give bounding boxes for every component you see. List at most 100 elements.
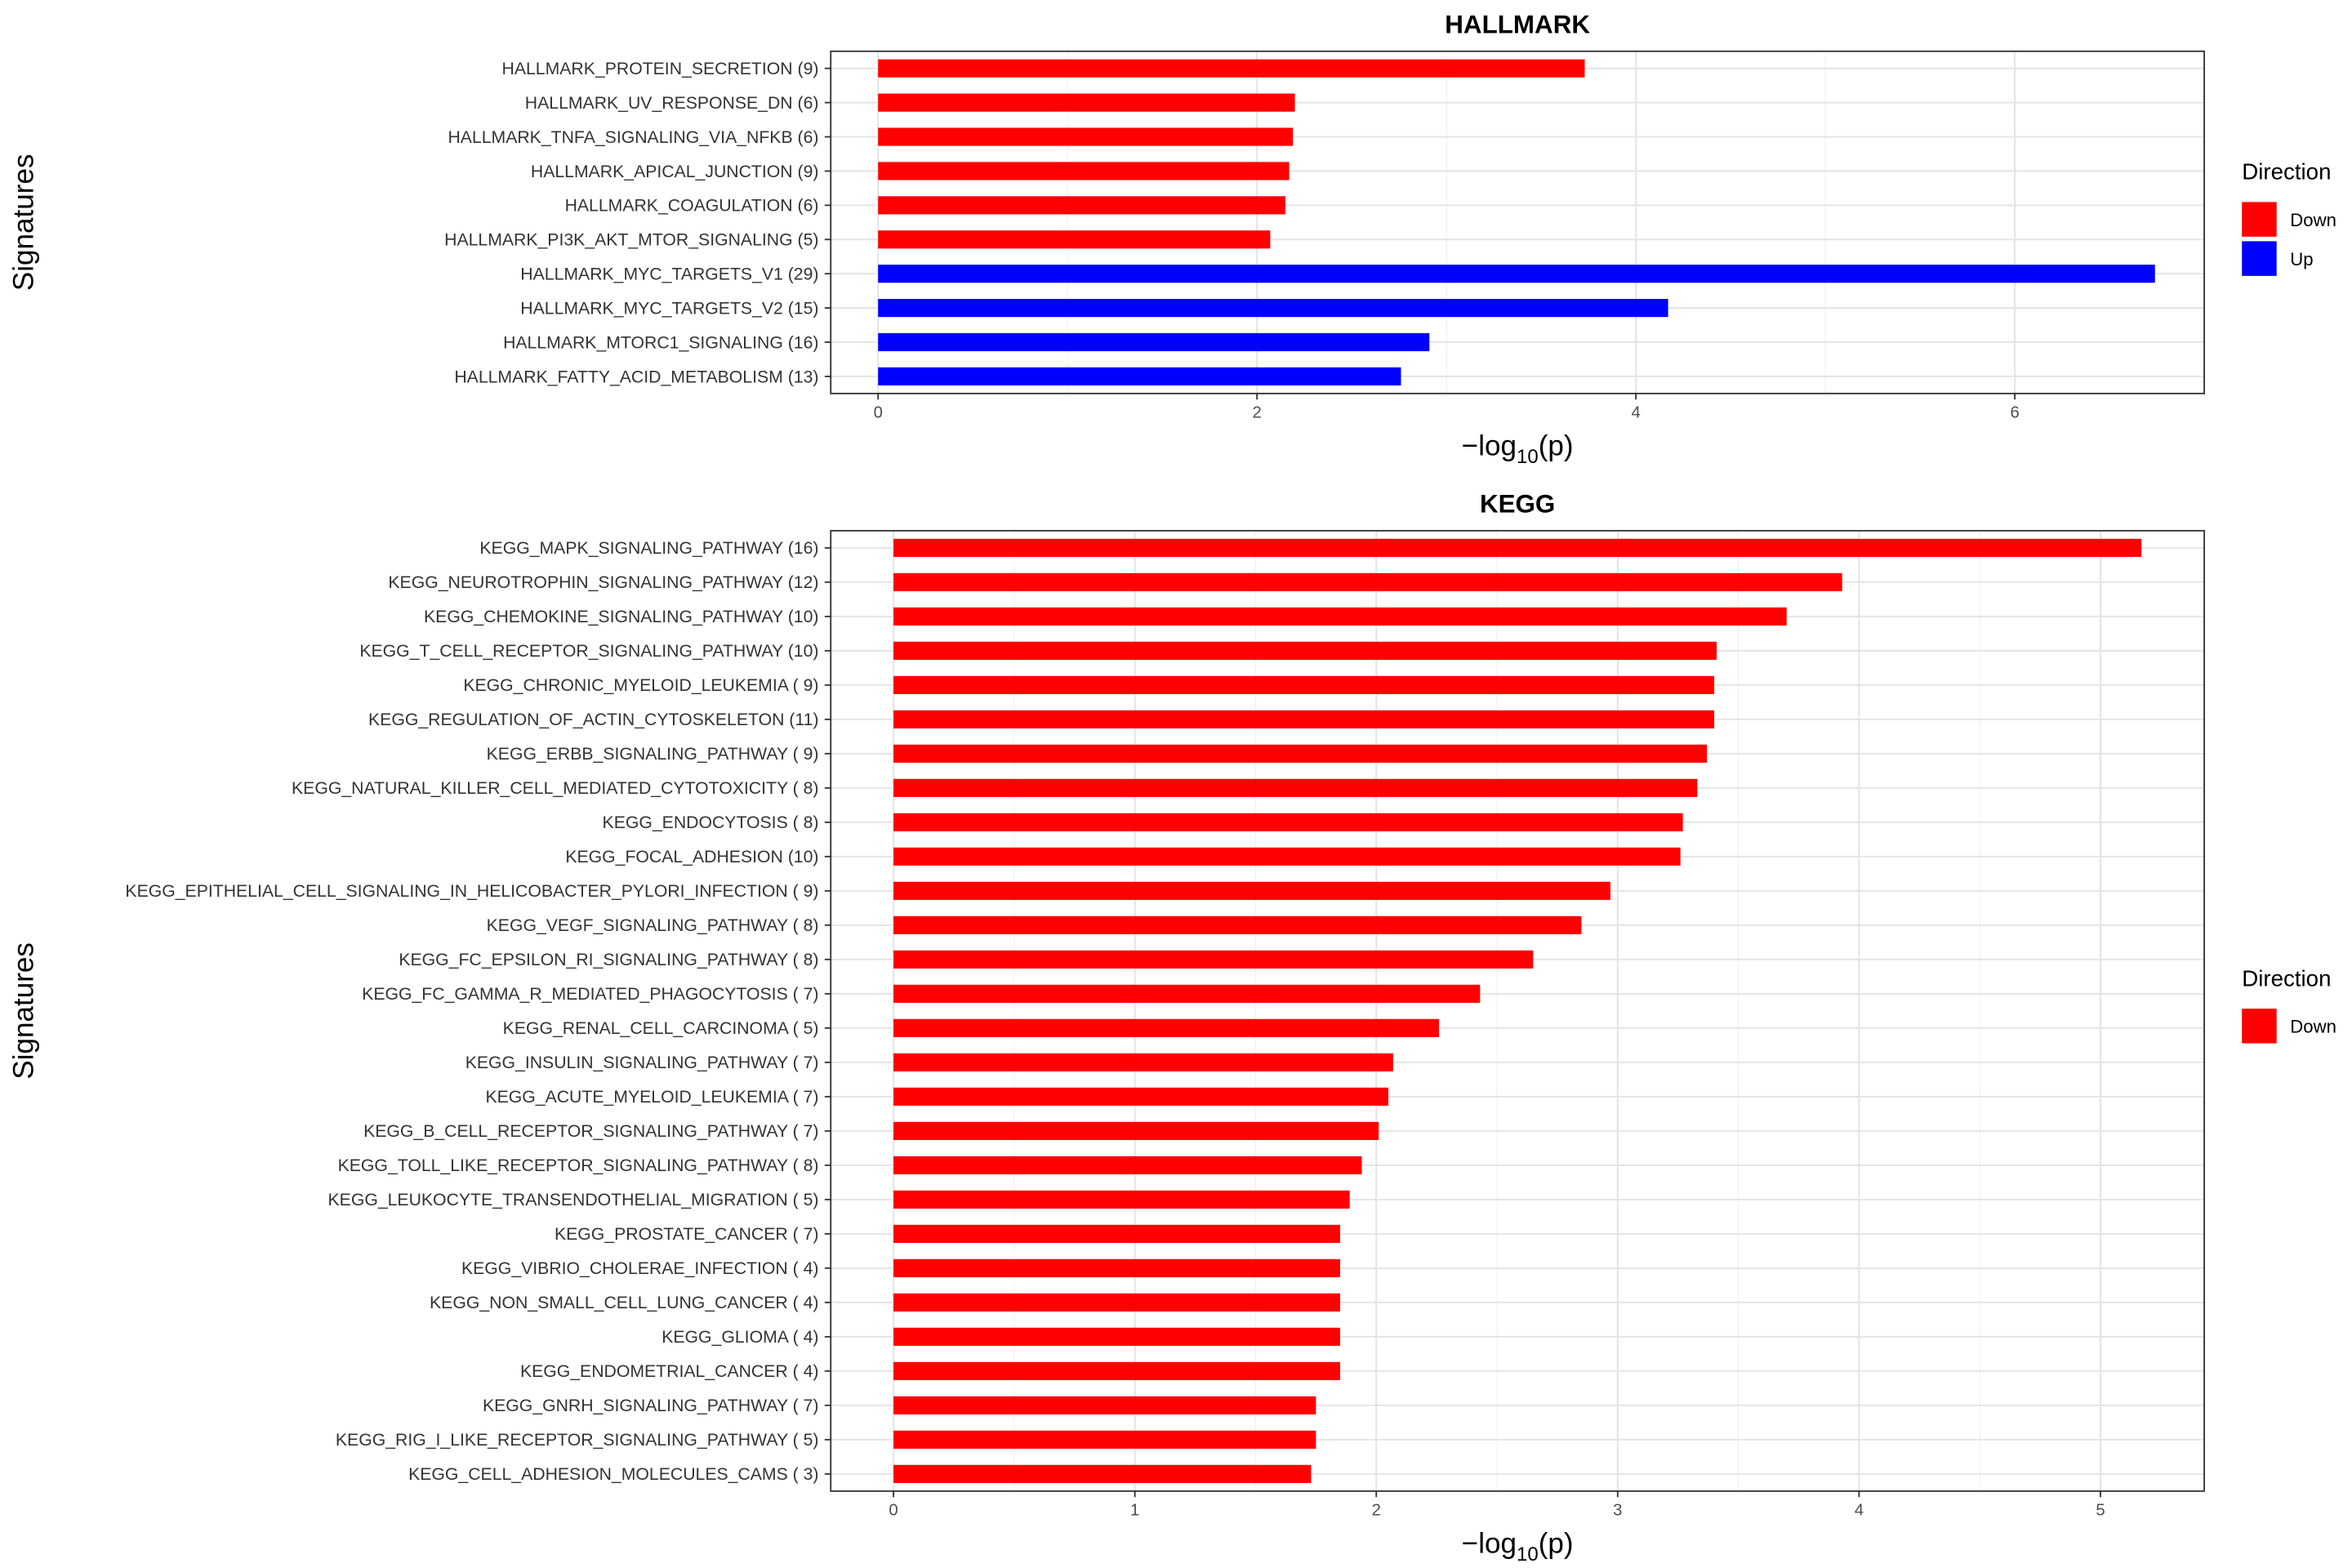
legend-title: Direction <box>2242 159 2331 185</box>
bar <box>878 332 1430 352</box>
y-tick-label: KEGG_NON_SMALL_CELL_LUNG_CANCER ( 4) <box>430 1294 818 1312</box>
chart-title: KEGG <box>1480 490 1555 519</box>
bar <box>893 1156 1362 1174</box>
y-tick-label: HALLMARK_FATTY_ACID_METABOLISM (13) <box>454 368 818 386</box>
legend-label: Down <box>2290 210 2336 230</box>
bar <box>893 847 1681 866</box>
legend-label: Up <box>2290 249 2313 270</box>
panel-border <box>830 50 2205 394</box>
bar <box>893 1258 1340 1277</box>
y-tick-label: KEGG_ACUTE_MYELOID_LEUKEMIA ( 7) <box>485 1088 818 1107</box>
x-axis-title: −log10(p) <box>1462 1528 1574 1566</box>
y-tick-label: HALLMARK_MYC_TARGETS_V2 (15) <box>520 299 818 318</box>
bar <box>893 710 1715 728</box>
y-tick-label: KEGG_RIG_I_LIKE_RECEPTOR_SIGNALING_PATHW… <box>336 1431 819 1450</box>
y-tick-label: KEGG_ENDOMETRIAL_CANCER ( 4) <box>520 1362 819 1381</box>
y-tick-label: KEGG_GLIOMA ( 4) <box>662 1328 818 1347</box>
bar <box>893 1361 1340 1380</box>
y-tick-label: KEGG_RENAL_CELL_CARCINOMA ( 5) <box>503 1019 819 1038</box>
y-tick-label: HALLMARK_APICAL_JUNCTION (9) <box>531 163 819 181</box>
legend-swatch <box>2242 202 2277 237</box>
bar <box>893 1293 1340 1312</box>
bar <box>893 675 1715 694</box>
y-tick-label: KEGG_CELL_ADHESION_MOLECULES_CAMS ( 3) <box>408 1465 818 1484</box>
y-tick-label: HALLMARK_MYC_TARGETS_V1 (29) <box>520 265 818 284</box>
bar <box>878 230 1271 249</box>
y-tick-label: HALLMARK_MTORC1_SIGNALING (16) <box>503 333 818 352</box>
bar <box>878 127 1294 146</box>
y-tick-label: KEGG_VIBRIO_CHOLERAE_INFECTION ( 4) <box>461 1259 818 1278</box>
bar <box>878 162 1290 180</box>
legend: Direction Down Up <box>2242 159 2336 276</box>
bar <box>893 1121 1379 1140</box>
y-tick-label: HALLMARK_TNFA_SIGNALING_VIA_NFKB (6) <box>448 128 818 147</box>
y-tick-label: KEGG_FOCAL_ADHESION (10) <box>565 848 818 866</box>
bar <box>893 1327 1340 1346</box>
y-tick-label: KEGG_ENDOCYTOSIS ( 8) <box>603 813 819 832</box>
bar <box>893 950 1534 969</box>
y-tick-label: KEGG_EPITHELIAL_CELL_SIGNALING_IN_HELICO… <box>125 882 818 901</box>
x-tick-label: 4 <box>1631 403 1640 421</box>
bar <box>878 196 1285 215</box>
bar <box>878 93 1295 112</box>
y-tick-label: KEGG_REGULATION_OF_ACTIN_CYTOSKELETON (1… <box>368 710 818 729</box>
y-tick-label: HALLMARK_PI3K_AKT_MTOR_SIGNALING (5) <box>444 231 818 250</box>
y-tick-label: KEGG_B_CELL_RECEPTOR_SIGNALING_PATHWAY (… <box>363 1122 818 1141</box>
y-tick-label: KEGG_LEUKOCYTE_TRANSENDOTHELIAL_MIGRATIO… <box>328 1191 819 1209</box>
kegg-panel: KEGG_MAPK_SIGNALING_PATHWAY (16) KEGG_NEU… <box>8 490 2336 1566</box>
x-tick-label: 2 <box>1253 403 1262 421</box>
bar <box>893 607 1787 626</box>
bar <box>878 59 1585 78</box>
bar <box>893 1224 1340 1243</box>
legend-title: Direction <box>2242 965 2331 991</box>
x-tick-label: 0 <box>874 403 883 421</box>
x-tick-label: 2 <box>1372 1501 1381 1519</box>
y-axis-title: Signatures <box>8 942 40 1080</box>
x-axis-title: −log10(p) <box>1462 430 1574 468</box>
x-tick-label: 4 <box>1855 1501 1864 1519</box>
y-tick-label: KEGG_NATURAL_KILLER_CELL_MEDIATED_CYTOTO… <box>292 779 818 798</box>
y-tick-label: KEGG_CHEMOKINE_SIGNALING_PATHWAY (10) <box>424 608 818 626</box>
bar <box>893 813 1683 831</box>
y-tick-label: HALLMARK_UV_RESPONSE_DN (6) <box>525 94 819 113</box>
bar <box>893 1464 1312 1483</box>
bar <box>878 367 1401 385</box>
y-axis-title: Signatures <box>8 154 40 291</box>
bar <box>893 1053 1393 1071</box>
legend-swatch <box>2242 1009 2277 1044</box>
legend-swatch <box>2242 241 2277 276</box>
y-tick-label: HALLMARK_PROTEIN_SECRETION (9) <box>502 60 819 78</box>
bar <box>893 1087 1389 1106</box>
bar <box>893 1430 1316 1449</box>
legend: Direction Down <box>2242 965 2336 1044</box>
panel-border <box>830 529 2205 1492</box>
y-tick-label: KEGG_T_CELL_RECEPTOR_SIGNALING_PATHWAY (… <box>359 642 818 661</box>
bar <box>893 538 2142 557</box>
bar <box>893 572 1842 591</box>
hallmark-panel: HALLMARK_PROTEIN_SECRETION (9) HALLMARK_U… <box>8 11 2336 468</box>
chart-title: HALLMARK <box>1445 11 1590 39</box>
y-tick-label: KEGG_MAPK_SIGNALING_PATHWAY (16) <box>479 539 818 558</box>
y-tick-label: KEGG_TOLL_LIKE_RECEPTOR_SIGNALING_PATHWA… <box>338 1156 819 1175</box>
y-tick-label: KEGG_GNRH_SIGNALING_PATHWAY ( 7) <box>483 1396 819 1415</box>
bar <box>893 915 1582 934</box>
bar <box>878 299 1668 318</box>
bar <box>878 265 2155 283</box>
y-tick-label: KEGG_FC_EPSILON_RI_SIGNALING_PATHWAY ( 8… <box>399 951 818 969</box>
y-tick-label: KEGG_CHRONIC_MYELOID_LEUKEMIA ( 9) <box>463 676 818 695</box>
x-tick-label: 3 <box>1613 1501 1622 1519</box>
legend-label: Down <box>2290 1017 2336 1037</box>
y-tick-label: KEGG_ERBB_SIGNALING_PATHWAY ( 9) <box>487 745 819 764</box>
x-tick-label: 0 <box>889 1501 898 1519</box>
bar <box>893 744 1708 763</box>
bar <box>893 984 1481 1003</box>
x-tick-label: 5 <box>2096 1501 2105 1519</box>
plot-area <box>831 530 2205 1491</box>
y-tick-label: KEGG_FC_GAMMA_R_MEDIATED_PHAGOCYTOSIS ( … <box>362 985 818 1004</box>
y-tick-label: HALLMARK_COAGULATION (6) <box>565 197 819 216</box>
y-tick-label: KEGG_VEGF_SIGNALING_PATHWAY ( 8) <box>487 916 819 935</box>
bar <box>893 641 1717 660</box>
bar <box>893 1018 1440 1037</box>
bar <box>893 1396 1316 1414</box>
